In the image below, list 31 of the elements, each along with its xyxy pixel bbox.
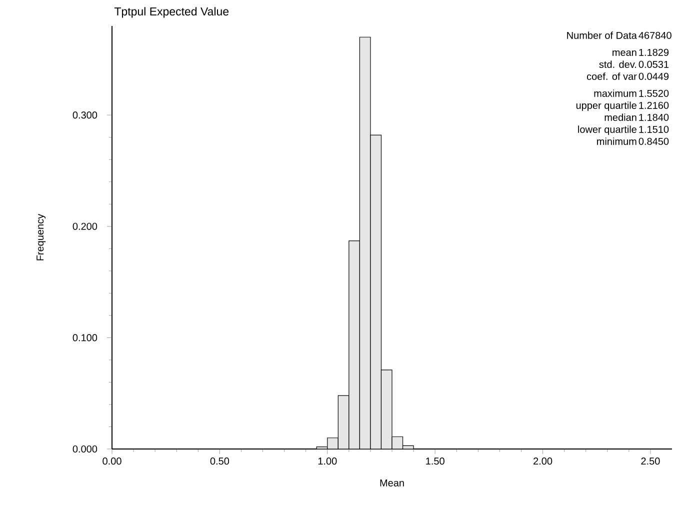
annotation: coef. of var: [586, 72, 637, 80]
x-tick-label: 2.50: [641, 458, 660, 465]
annotation: Number of Data: [567, 32, 637, 39]
annotation: 0.0531: [638, 60, 669, 68]
y-tick-label: 0.200: [72, 222, 98, 230]
x-tick-label: 0.50: [210, 458, 230, 465]
x-tick-label: 1.50: [426, 458, 444, 465]
y-tick-label: 0.300: [72, 112, 98, 119]
annotation: 1.1840: [639, 114, 669, 121]
annotation: lower quartile: [578, 126, 636, 135]
y-tick-label: 0.100: [72, 334, 98, 342]
annotation: median: [604, 114, 636, 121]
annotation: 1.1510: [639, 126, 669, 133]
x-tick-label: 1.00: [318, 458, 337, 465]
y-tick-label: 0.000: [72, 445, 98, 453]
annotation: mean: [612, 50, 636, 56]
chart-title: Tptpul Expected Value: [114, 7, 229, 18]
annotation: maximum: [594, 90, 636, 97]
x-tick-label: 2.00: [534, 458, 552, 465]
annotation: 0.0449: [638, 72, 669, 80]
annotation: minimum: [597, 138, 636, 145]
annotation: std. dev.: [599, 60, 636, 68]
annotation: 1.1829: [639, 48, 669, 56]
annotation: 1.5520: [639, 90, 669, 97]
annotation: 467840: [638, 32, 672, 39]
annotation: 1.2160: [639, 102, 669, 109]
annotation: 0.8450: [638, 138, 669, 145]
x-tick-label: 0.00: [102, 458, 122, 465]
x-axis-title: Mean: [380, 479, 404, 486]
y-axis-title: Frequency: [36, 214, 46, 260]
annotation: upper quartile: [576, 102, 636, 111]
